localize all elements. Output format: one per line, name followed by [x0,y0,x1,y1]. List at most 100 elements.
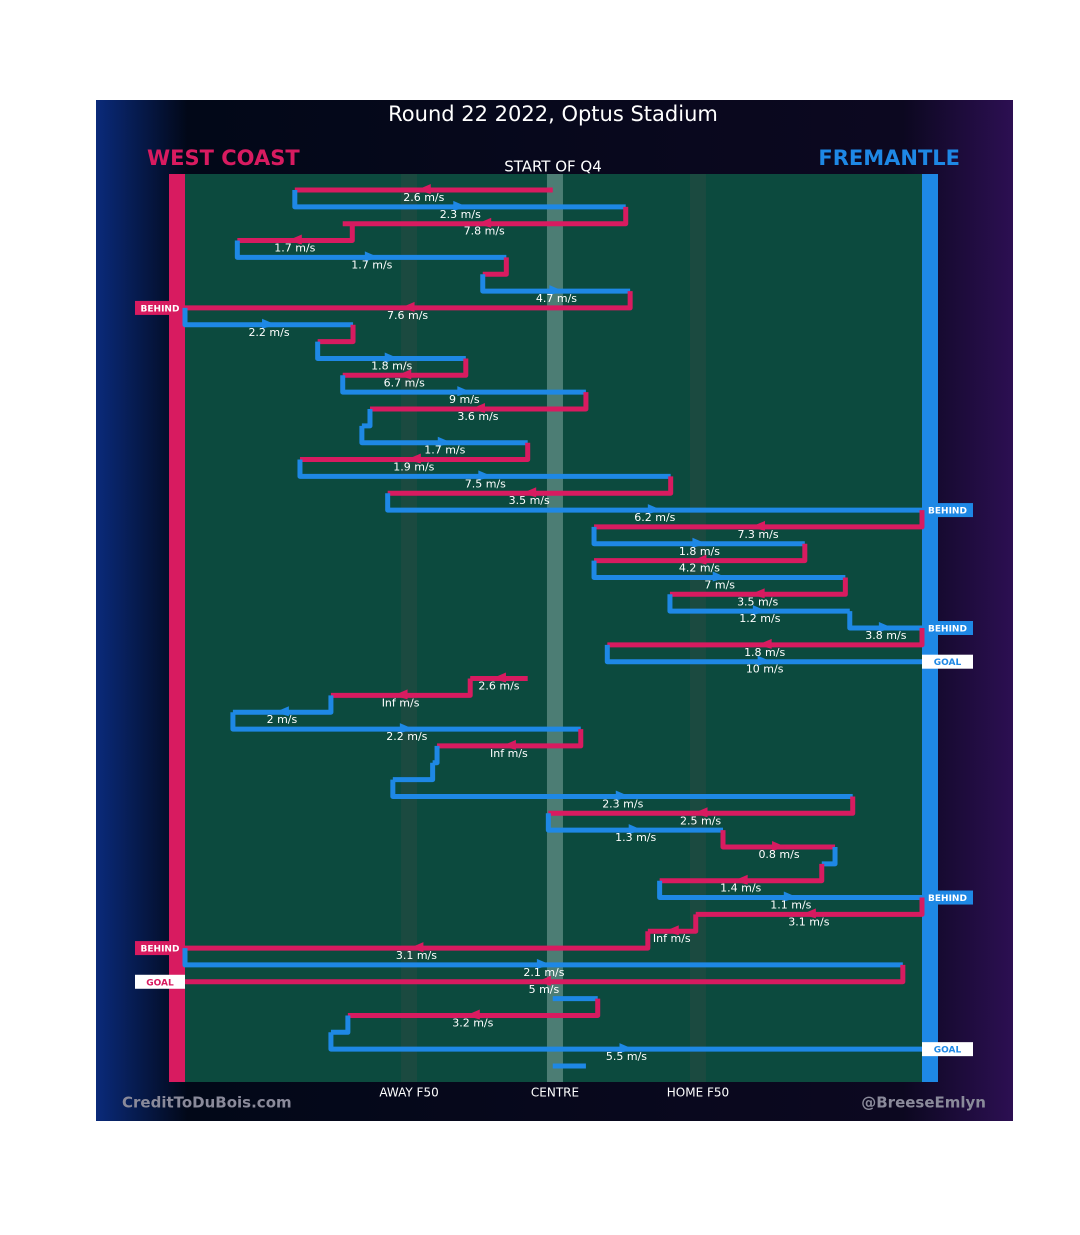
possession-segment [657,880,922,901]
speed-label: 1.2 m/s [739,612,780,625]
possession-segment [232,695,334,715]
speed-label: 5 m/s [529,983,560,996]
possession-segment [594,510,925,530]
speed-label: 7.5 m/s [465,477,506,490]
possession-segment [659,863,825,884]
possession-segment [695,897,925,917]
team-name: FREMANTLE [818,146,960,170]
speed-label: 1.1 m/s [770,899,811,912]
direction-arrow [465,1009,480,1020]
outcome-label: GOAL [934,658,962,668]
possession-segment [385,493,922,513]
direction-arrow [628,824,643,835]
possession-segment [330,1015,351,1035]
speed-label: 2.3 m/s [440,208,481,221]
direction-arrow [615,790,630,801]
direction-arrow [384,352,399,363]
direction-arrow [274,706,289,717]
possession-segment [342,358,469,378]
possession-segment [669,577,848,597]
speed-label: 2.2 m/s [386,730,427,743]
outcome-box [922,621,973,635]
direction-arrow [750,588,765,599]
direction-arrow [470,403,485,413]
speed-label: 4.7 m/s [536,292,577,305]
possession-segment [330,678,473,698]
possession-segment [292,190,626,210]
speed-label: 3.1 m/s [788,915,829,928]
speed-label: 7 m/s [704,578,735,591]
chart-title: Round 22 2022, Optus Stadium [388,102,718,126]
speed-label: 1.7 m/s [351,258,392,271]
possession-segment [432,745,440,766]
direction-arrow [457,386,472,397]
speed-label: 3.5 m/s [509,494,550,507]
possession-segment [317,324,356,345]
speed-label: 1.8 m/s [371,359,412,372]
possession-segment [185,964,906,985]
speed-label: 6.7 m/s [384,376,425,389]
possession-segment [361,409,373,429]
speed-label: 1.7 m/s [424,444,465,457]
direction-arrow [477,217,492,228]
possession-segment [347,998,601,1018]
possession-segment [545,813,724,833]
direction-arrow [783,891,798,902]
speed-label: 4.2 m/s [679,562,720,575]
direction-arrow [619,1043,634,1054]
subtitle: START OF Q4 [504,158,602,176]
direction-arrow [522,487,537,498]
direction-arrow [536,958,551,969]
speed-label: 1.8 m/s [679,545,720,558]
possession-segment [299,442,531,463]
direction-arrow [752,605,767,616]
outcome-label: GOAL [146,978,174,988]
speed-label: 1.7 m/s [274,242,315,255]
outcome-label: GOAL [934,1046,962,1056]
direction-arrow [409,942,424,953]
outcome-box [135,941,185,956]
possession-segment [667,594,850,614]
speed-label: 3.8 m/s [865,629,906,642]
field-line [689,174,706,1082]
direction-arrow [692,554,707,565]
possession-segment [392,762,436,783]
team-name: WEST COAST [147,146,300,170]
direction-arrow [397,369,412,380]
speed-label: 1.4 m/s [720,882,761,895]
speed-label: Inf m/s [490,747,528,760]
speed-label: 3.6 m/s [457,410,498,423]
speed-label: 2.5 m/s [680,814,721,827]
speed-label: 2.6 m/s [478,680,519,693]
speed-label: 5.5 m/s [606,1050,647,1063]
possession-segment [548,796,856,816]
direction-arrow [536,975,551,986]
direction-arrow [801,908,816,919]
possession-segment [369,392,589,412]
possession-segment [315,341,466,361]
x-tick-label: AWAY F50 [379,1086,438,1100]
speed-label: 1.3 m/s [615,831,656,844]
x-tick-label: HOME F50 [667,1086,729,1100]
direction-arrow [416,184,431,194]
direction-arrow [364,251,379,262]
direction-arrow [733,874,748,885]
outcome-label: BEHIND [141,945,180,955]
speed-label: 2 m/s [267,713,298,726]
direction-arrow [664,925,679,936]
possession-segment [480,274,631,294]
possession-segment [607,628,925,648]
speed-label: 2.6 m/s [403,191,444,204]
direction-arrow [262,318,277,329]
outcome-label: BEHIND [928,507,967,517]
possession-segment [591,526,805,547]
possession-segment [359,425,528,446]
speed-label: 7.6 m/s [387,309,428,322]
outcome-box [922,1042,973,1057]
direction-arrow [501,739,516,750]
direction-arrow [693,807,708,818]
goal-bar [169,174,185,1082]
direction-arrow [478,470,493,481]
outcome-box [135,300,185,315]
